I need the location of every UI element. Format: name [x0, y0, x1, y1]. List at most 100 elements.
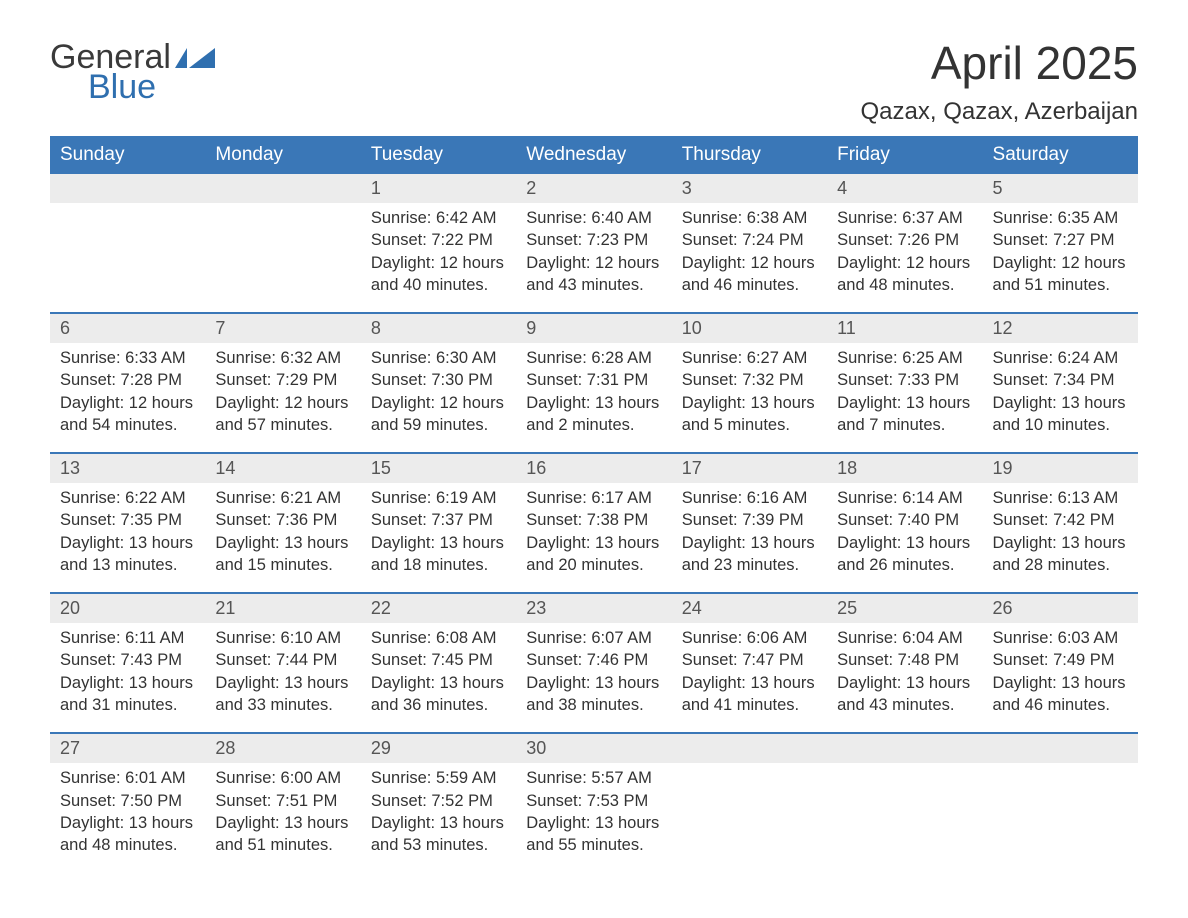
- sunrise-text: Sunrise: 5:59 AM: [371, 767, 506, 789]
- sunset-text: Sunset: 7:53 PM: [526, 790, 661, 812]
- day-content-cell: Sunrise: 6:37 AMSunset: 7:26 PMDaylight:…: [827, 203, 982, 313]
- sunset-text: Sunset: 7:49 PM: [993, 649, 1128, 671]
- sunset-text: Sunset: 7:36 PM: [215, 509, 350, 531]
- daylight-text: and 15 minutes.: [215, 554, 350, 576]
- header-row: General Blue April 2025 Qazax, Qazax, Az…: [50, 40, 1138, 126]
- sunset-text: Sunset: 7:35 PM: [60, 509, 195, 531]
- day-content-cell: Sunrise: 6:30 AMSunset: 7:30 PMDaylight:…: [361, 343, 516, 453]
- day-content-cell: Sunrise: 6:32 AMSunset: 7:29 PMDaylight:…: [205, 343, 360, 453]
- day-number-cell: 1: [361, 174, 516, 203]
- sunset-text: Sunset: 7:23 PM: [526, 229, 661, 251]
- sunset-text: Sunset: 7:32 PM: [682, 369, 817, 391]
- sunset-text: Sunset: 7:44 PM: [215, 649, 350, 671]
- day-content-cell: [827, 763, 982, 873]
- sunrise-text: Sunrise: 6:14 AM: [837, 487, 972, 509]
- daylight-text: Daylight: 13 hours: [682, 532, 817, 554]
- day-content-cell: Sunrise: 6:13 AMSunset: 7:42 PMDaylight:…: [983, 483, 1138, 593]
- sunrise-text: Sunrise: 6:11 AM: [60, 627, 195, 649]
- day-number-cell: 24: [672, 593, 827, 623]
- day-number-row: 27282930: [50, 733, 1138, 763]
- daylight-text: and 28 minutes.: [993, 554, 1128, 576]
- sunrise-text: Sunrise: 6:04 AM: [837, 627, 972, 649]
- daylight-text: and 46 minutes.: [682, 274, 817, 296]
- day-content-cell: Sunrise: 6:07 AMSunset: 7:46 PMDaylight:…: [516, 623, 671, 733]
- day-content-cell: Sunrise: 6:38 AMSunset: 7:24 PMDaylight:…: [672, 203, 827, 313]
- daylight-text: Daylight: 12 hours: [371, 392, 506, 414]
- daylight-text: Daylight: 12 hours: [60, 392, 195, 414]
- daylight-text: and 57 minutes.: [215, 414, 350, 436]
- daylight-text: and 59 minutes.: [371, 414, 506, 436]
- sunset-text: Sunset: 7:48 PM: [837, 649, 972, 671]
- day-number-cell: 15: [361, 453, 516, 483]
- day-content-cell: Sunrise: 6:16 AMSunset: 7:39 PMDaylight:…: [672, 483, 827, 593]
- daylight-text: Daylight: 13 hours: [371, 532, 506, 554]
- daylight-text: Daylight: 13 hours: [60, 812, 195, 834]
- daylight-text: and 13 minutes.: [60, 554, 195, 576]
- day-number-cell: 10: [672, 313, 827, 343]
- day-content-cell: Sunrise: 6:28 AMSunset: 7:31 PMDaylight:…: [516, 343, 671, 453]
- daylight-text: and 33 minutes.: [215, 694, 350, 716]
- sunrise-text: Sunrise: 6:24 AM: [993, 347, 1128, 369]
- daylight-text: Daylight: 12 hours: [215, 392, 350, 414]
- day-number-cell: 23: [516, 593, 671, 623]
- sunset-text: Sunset: 7:46 PM: [526, 649, 661, 671]
- sunset-text: Sunset: 7:43 PM: [60, 649, 195, 671]
- day-content-cell: Sunrise: 6:21 AMSunset: 7:36 PMDaylight:…: [205, 483, 360, 593]
- day-content-cell: Sunrise: 6:24 AMSunset: 7:34 PMDaylight:…: [983, 343, 1138, 453]
- day-content-cell: Sunrise: 6:35 AMSunset: 7:27 PMDaylight:…: [983, 203, 1138, 313]
- sunset-text: Sunset: 7:31 PM: [526, 369, 661, 391]
- weekday-header: Friday: [827, 136, 982, 174]
- sunset-text: Sunset: 7:50 PM: [60, 790, 195, 812]
- day-content-cell: Sunrise: 6:11 AMSunset: 7:43 PMDaylight:…: [50, 623, 205, 733]
- sunset-text: Sunset: 7:51 PM: [215, 790, 350, 812]
- day-number-cell: [827, 733, 982, 763]
- day-content-cell: [672, 763, 827, 873]
- day-number-cell: 27: [50, 733, 205, 763]
- day-content-cell: Sunrise: 6:01 AMSunset: 7:50 PMDaylight:…: [50, 763, 205, 873]
- day-content-cell: Sunrise: 6:04 AMSunset: 7:48 PMDaylight:…: [827, 623, 982, 733]
- sunrise-text: Sunrise: 6:19 AM: [371, 487, 506, 509]
- daylight-text: and 51 minutes.: [993, 274, 1128, 296]
- sunset-text: Sunset: 7:24 PM: [682, 229, 817, 251]
- day-content-cell: [983, 763, 1138, 873]
- daylight-text: Daylight: 13 hours: [526, 812, 661, 834]
- day-number-cell: 17: [672, 453, 827, 483]
- daylight-text: Daylight: 12 hours: [837, 252, 972, 274]
- sunrise-text: Sunrise: 6:30 AM: [371, 347, 506, 369]
- sunrise-text: Sunrise: 6:25 AM: [837, 347, 972, 369]
- day-content-cell: Sunrise: 6:08 AMSunset: 7:45 PMDaylight:…: [361, 623, 516, 733]
- daylight-text: Daylight: 13 hours: [837, 392, 972, 414]
- sunrise-text: Sunrise: 6:07 AM: [526, 627, 661, 649]
- sunset-text: Sunset: 7:39 PM: [682, 509, 817, 531]
- sunrise-text: Sunrise: 6:21 AM: [215, 487, 350, 509]
- day-content-row: Sunrise: 6:42 AMSunset: 7:22 PMDaylight:…: [50, 203, 1138, 313]
- day-number-cell: 12: [983, 313, 1138, 343]
- day-number-cell: 13: [50, 453, 205, 483]
- day-number-cell: [983, 733, 1138, 763]
- daylight-text: Daylight: 13 hours: [371, 812, 506, 834]
- daylight-text: Daylight: 13 hours: [837, 532, 972, 554]
- daylight-text: and 43 minutes.: [837, 694, 972, 716]
- day-number-cell: 5: [983, 174, 1138, 203]
- sunrise-text: Sunrise: 6:40 AM: [526, 207, 661, 229]
- daylight-text: and 36 minutes.: [371, 694, 506, 716]
- sunrise-text: Sunrise: 6:28 AM: [526, 347, 661, 369]
- sunrise-text: Sunrise: 6:42 AM: [371, 207, 506, 229]
- day-number-cell: [672, 733, 827, 763]
- day-number-cell: 26: [983, 593, 1138, 623]
- sunset-text: Sunset: 7:40 PM: [837, 509, 972, 531]
- day-content-cell: Sunrise: 6:03 AMSunset: 7:49 PMDaylight:…: [983, 623, 1138, 733]
- day-number-cell: 28: [205, 733, 360, 763]
- sunrise-text: Sunrise: 6:38 AM: [682, 207, 817, 229]
- daylight-text: and 53 minutes.: [371, 834, 506, 856]
- day-content-row: Sunrise: 6:11 AMSunset: 7:43 PM Daylight:…: [50, 623, 1138, 733]
- daylight-text: Daylight: 13 hours: [215, 672, 350, 694]
- day-content-cell: Sunrise: 6:19 AMSunset: 7:37 PMDaylight:…: [361, 483, 516, 593]
- daylight-text: and 55 minutes.: [526, 834, 661, 856]
- day-number-cell: 3: [672, 174, 827, 203]
- daylight-text: Daylight: 13 hours: [215, 532, 350, 554]
- daylight-text: and 10 minutes.: [993, 414, 1128, 436]
- daylight-text: and 26 minutes.: [837, 554, 972, 576]
- logo-word-blue: Blue: [50, 70, 215, 104]
- month-title: April 2025: [861, 40, 1138, 86]
